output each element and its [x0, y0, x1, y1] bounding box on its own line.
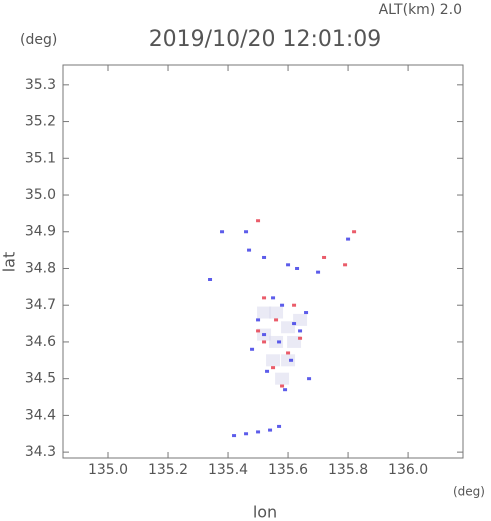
echo-point: [289, 358, 294, 362]
x-tick-label: 135.6: [268, 462, 308, 478]
echo-point: [271, 366, 276, 370]
y-tick-label: 35.3: [25, 77, 56, 93]
y-tick-label: 34.7: [25, 297, 56, 313]
echo-point: [244, 432, 249, 436]
echo-point: [275, 372, 290, 385]
echo-point: [352, 230, 357, 234]
y-tick-label: 34.8: [25, 260, 56, 276]
echo-point: [292, 303, 297, 307]
x-unit: (deg): [453, 485, 485, 499]
echo-point: [262, 333, 267, 337]
echo-point: [281, 354, 296, 367]
echo-point: [307, 377, 312, 381]
echo-point: [298, 336, 303, 340]
echo-point: [266, 354, 281, 367]
x-tick-label: 135.8: [328, 462, 368, 478]
echo-point: [257, 306, 272, 319]
y-tick-label: 34.5: [25, 371, 56, 387]
altitude-label: ALT(km) 2.0: [379, 2, 462, 18]
y-tick-label: 34.6: [25, 334, 56, 350]
echo-point: [346, 237, 351, 241]
x-tick-label: 135.2: [148, 462, 188, 478]
x-tick-label: 136.0: [388, 462, 428, 478]
echo-point: [277, 424, 282, 428]
x-axis-label: lon: [253, 503, 277, 521]
echo-point: [269, 335, 284, 348]
echo-point: [304, 311, 309, 315]
y-tick-label: 34.4: [25, 407, 56, 423]
echo-point: [268, 428, 273, 432]
echo-point: [281, 321, 296, 334]
echo-point: [250, 347, 255, 351]
echo-point: [208, 277, 213, 281]
echo-point: [256, 430, 261, 434]
echo-point: [287, 335, 302, 348]
y-axis-label: lat: [0, 252, 19, 273]
y-unit: (deg): [20, 32, 57, 48]
echo-point: [274, 318, 279, 322]
echo-point: [298, 329, 303, 333]
echo-point: [343, 263, 348, 267]
echo-point: [283, 388, 288, 392]
echo-point: [280, 384, 285, 388]
echo-point: [280, 303, 285, 307]
y-tick-label: 35.2: [25, 114, 56, 130]
echo-point: [293, 313, 308, 326]
echo-point: [286, 263, 291, 267]
y-tick-label: 35.0: [25, 187, 56, 203]
echo-point: [262, 296, 267, 300]
echo-point: [286, 351, 291, 355]
echo-point: [256, 318, 261, 322]
echo-point: [277, 340, 282, 344]
chart-title: 2019/10/20 12:01:09: [149, 27, 382, 52]
y-tick-label: 34.3: [25, 444, 56, 460]
echo-point: [256, 219, 261, 223]
echo-point: [292, 322, 297, 326]
echo-point: [322, 255, 327, 259]
echo-point: [220, 230, 225, 234]
plot-frame: [62, 64, 464, 459]
echo-point: [247, 248, 252, 252]
echo-point: [295, 266, 300, 270]
echo-point: [262, 255, 267, 259]
x-tick-label: 135.4: [208, 462, 248, 478]
x-tick-label: 135.0: [88, 462, 128, 478]
y-tick-label: 35.1: [25, 150, 56, 166]
echo-point: [316, 270, 321, 274]
y-tick-label: 34.9: [25, 224, 56, 240]
echo-point: [265, 369, 270, 373]
echo-point: [269, 306, 284, 319]
echo-point: [271, 296, 276, 300]
echo-point: [244, 230, 249, 234]
echo-point: [262, 340, 267, 344]
echo-point: [256, 329, 261, 333]
echo-point: [232, 434, 237, 438]
